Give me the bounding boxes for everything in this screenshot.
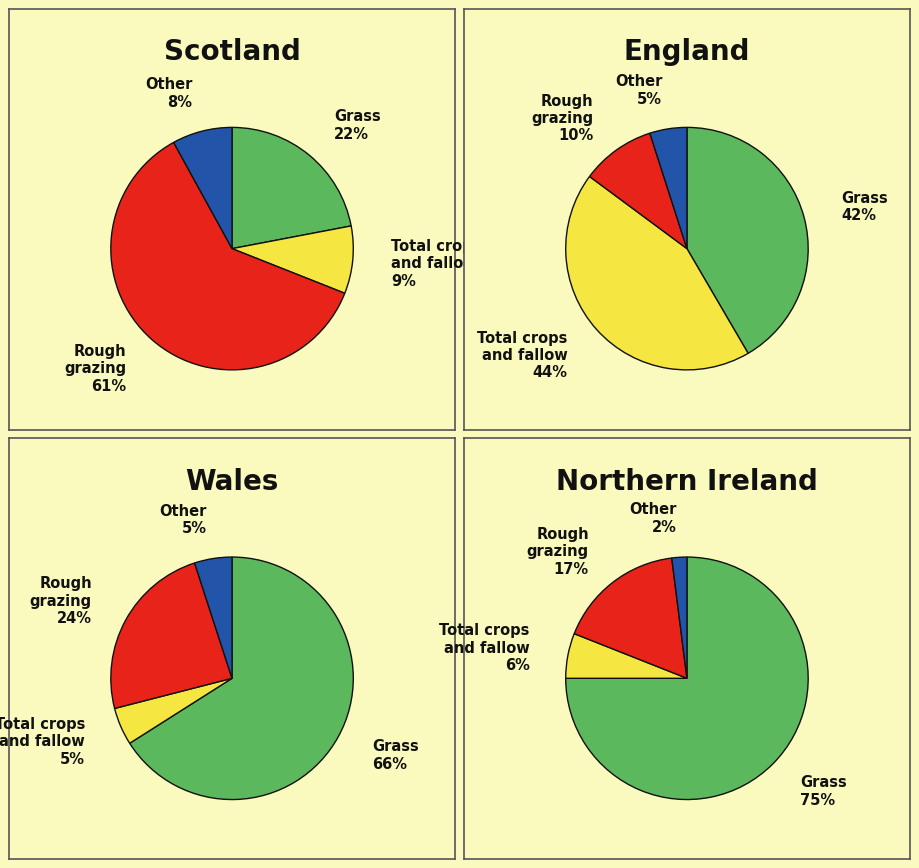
Text: Rough
grazing
17%: Rough grazing 17% xyxy=(527,527,589,576)
Text: Grass
75%: Grass 75% xyxy=(800,775,847,807)
Wedge shape xyxy=(686,128,808,353)
Text: Scotland: Scotland xyxy=(164,38,301,66)
Wedge shape xyxy=(111,142,345,370)
Text: Rough
grazing
24%: Rough grazing 24% xyxy=(29,576,92,626)
Wedge shape xyxy=(566,176,748,370)
Text: Rough
grazing
10%: Rough grazing 10% xyxy=(531,94,594,143)
Wedge shape xyxy=(650,128,686,248)
Wedge shape xyxy=(672,557,687,678)
Text: Other
2%: Other 2% xyxy=(630,503,677,535)
Text: Wales: Wales xyxy=(186,468,278,496)
Wedge shape xyxy=(130,557,353,799)
Text: Total crops
and fallow
6%: Total crops and fallow 6% xyxy=(439,623,529,674)
Wedge shape xyxy=(566,557,808,799)
Text: Grass
22%: Grass 22% xyxy=(335,109,380,141)
Wedge shape xyxy=(589,133,686,248)
Text: Total crops
and fallow
5%: Total crops and fallow 5% xyxy=(0,717,85,766)
Text: Grass
42%: Grass 42% xyxy=(842,191,888,223)
Text: Total crops
and fallow
44%: Total crops and fallow 44% xyxy=(478,331,568,380)
Wedge shape xyxy=(566,634,686,678)
Wedge shape xyxy=(574,558,686,678)
Text: Other
8%: Other 8% xyxy=(145,77,192,110)
Wedge shape xyxy=(115,678,232,743)
Wedge shape xyxy=(195,557,233,678)
Text: Total crops
and fallow
9%: Total crops and fallow 9% xyxy=(391,239,482,288)
Wedge shape xyxy=(232,128,351,248)
Wedge shape xyxy=(174,128,233,248)
Text: Other
5%: Other 5% xyxy=(160,504,207,536)
Text: Other
5%: Other 5% xyxy=(615,75,663,107)
Text: Rough
grazing
61%: Rough grazing 61% xyxy=(64,344,126,393)
Wedge shape xyxy=(111,563,232,708)
Wedge shape xyxy=(232,226,353,293)
Text: Northern Ireland: Northern Ireland xyxy=(556,468,818,496)
Text: Grass
66%: Grass 66% xyxy=(372,740,419,772)
Text: England: England xyxy=(624,38,750,66)
